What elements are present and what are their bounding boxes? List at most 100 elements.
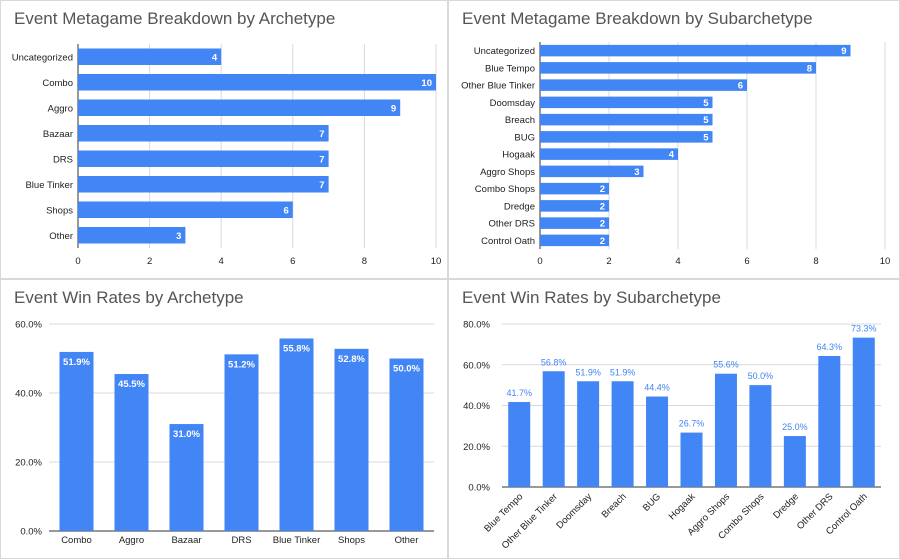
- bar: [577, 381, 600, 487]
- y-category-label: Other Blue Tinker: [461, 81, 535, 92]
- bar: [114, 374, 149, 531]
- chart-panel-subarchetype-breakdown: Event Metagame Breakdown by Subarchetype…: [448, 0, 900, 279]
- y-tick-label: 20.0%: [15, 458, 42, 469]
- bar: [540, 182, 609, 195]
- data-label: 4: [212, 52, 218, 63]
- chart-panel-archetype-winrates: Event Win Rates by Archetype 0.0% 20.0% 40…: [0, 279, 448, 559]
- y-category-label: Breach: [505, 115, 535, 126]
- bar: [508, 402, 531, 487]
- data-label: 41.7%: [506, 388, 532, 398]
- data-label: 7: [319, 154, 324, 165]
- bar: [78, 150, 329, 167]
- x-category-label: BUG: [641, 491, 663, 513]
- chart-panel-archetype-breakdown: Event Metagame Breakdown by Archetype 0 2…: [0, 0, 448, 279]
- data-label: 2: [600, 201, 605, 212]
- data-label: 52.8%: [338, 354, 365, 365]
- chart-panel-subarchetype-winrates: Event Win Rates by Subarchetype 0.0% 20.0…: [448, 279, 900, 559]
- x-category-label: DRS: [231, 535, 251, 546]
- bar: [78, 74, 436, 91]
- data-label: 3: [634, 167, 639, 178]
- data-label: 2: [600, 236, 605, 247]
- bar: [542, 371, 565, 487]
- y-tick-label: 60.0%: [463, 360, 490, 371]
- bar: [783, 436, 806, 487]
- y-tick-label: 20.0%: [463, 442, 490, 453]
- x-tick-label: 6: [744, 256, 749, 267]
- chart-svg: 0.0%20.0%40.0%60.0%80.0%41.7%Blue Tempo5…: [463, 320, 881, 551]
- bar: [78, 125, 329, 142]
- y-category-label: Other DRS: [489, 219, 535, 230]
- bar: [78, 99, 401, 116]
- y-category-label: Other: [49, 231, 73, 242]
- y-category-label: Dredge: [504, 201, 535, 212]
- chart-title: Event Win Rates by Archetype: [14, 288, 244, 307]
- y-tick-label: 80.0%: [463, 320, 490, 331]
- data-label: 2: [600, 184, 605, 195]
- bar: [540, 165, 644, 178]
- bar: [611, 381, 634, 487]
- y-tick-label: 40.0%: [15, 389, 42, 400]
- x-category-label: Breach: [600, 491, 629, 520]
- chart-title: Event Metagame Breakdown by Subarchetype: [462, 9, 813, 28]
- y-category-label: DRS: [53, 154, 73, 165]
- bar: [749, 385, 772, 487]
- data-label: 50.0%: [393, 364, 420, 375]
- x-category-label: Other: [395, 535, 419, 546]
- data-label: 64.3%: [817, 342, 843, 352]
- y-category-label: Bazaar: [43, 129, 73, 140]
- bar: [680, 432, 703, 487]
- data-label: 9: [391, 103, 396, 114]
- bar: [852, 337, 875, 487]
- bar: [169, 424, 204, 531]
- x-category-label: Aggro: [119, 535, 144, 546]
- data-label: 50.0%: [748, 371, 774, 381]
- bar: [78, 48, 222, 65]
- chart-title: Event Metagame Breakdown by Archetype: [14, 9, 336, 28]
- y-category-label: Shops: [46, 205, 73, 216]
- y-tick-label: 0.0%: [468, 483, 490, 494]
- y-tick-label: 40.0%: [463, 401, 490, 412]
- bar: [540, 131, 713, 143]
- y-category-label: Combo: [42, 78, 73, 89]
- y-category-label: BUG: [514, 132, 535, 143]
- bar: [78, 227, 186, 244]
- x-tick-label: 2: [147, 256, 152, 267]
- x-tick-label: 4: [675, 256, 680, 267]
- data-label: 3: [176, 231, 181, 242]
- data-label: 55.8%: [283, 343, 310, 354]
- bar: [540, 96, 713, 109]
- y-category-label: Aggro: [48, 103, 73, 114]
- data-label: 6: [284, 205, 289, 216]
- data-label: 56.8%: [541, 357, 567, 367]
- bar: [540, 200, 609, 212]
- x-category-label: Combo: [61, 535, 92, 546]
- x-tick-label: 10: [880, 256, 891, 267]
- bar: [540, 79, 747, 91]
- bar: [78, 201, 293, 218]
- data-label: 44.4%: [644, 383, 670, 393]
- bar: [540, 148, 678, 160]
- data-label: 2: [600, 219, 605, 230]
- x-category-label: Dredge: [771, 491, 801, 521]
- data-label: 31.0%: [173, 429, 200, 440]
- bar: [334, 348, 369, 531]
- y-category-label: Aggro Shops: [480, 167, 535, 178]
- x-tick-label: 0: [75, 256, 80, 267]
- bar: [540, 113, 713, 126]
- x-category-label: Doomsday: [554, 491, 594, 531]
- y-category-label: Blue Tempo: [485, 63, 535, 74]
- x-category-label: Bazaar: [171, 535, 201, 546]
- chart-title: Event Win Rates by Subarchetype: [462, 288, 721, 307]
- y-category-label: Blue Tinker: [25, 180, 73, 191]
- data-label: 10: [421, 78, 432, 89]
- data-label: 5: [703, 132, 709, 143]
- x-category-label: Hogaak: [667, 491, 698, 522]
- data-label: 51.2%: [228, 359, 255, 370]
- bar: [540, 234, 609, 247]
- bar: [78, 176, 329, 193]
- chart-svg: 0 2 4 6 8 10 Uncategorized 4 Combo 10 Aggro 9 Bazaar…: [12, 44, 441, 267]
- data-label: 6: [738, 81, 743, 92]
- data-label: 7: [319, 129, 324, 140]
- y-category-label: Uncategorized: [12, 52, 73, 63]
- data-label: 55.6%: [713, 360, 739, 370]
